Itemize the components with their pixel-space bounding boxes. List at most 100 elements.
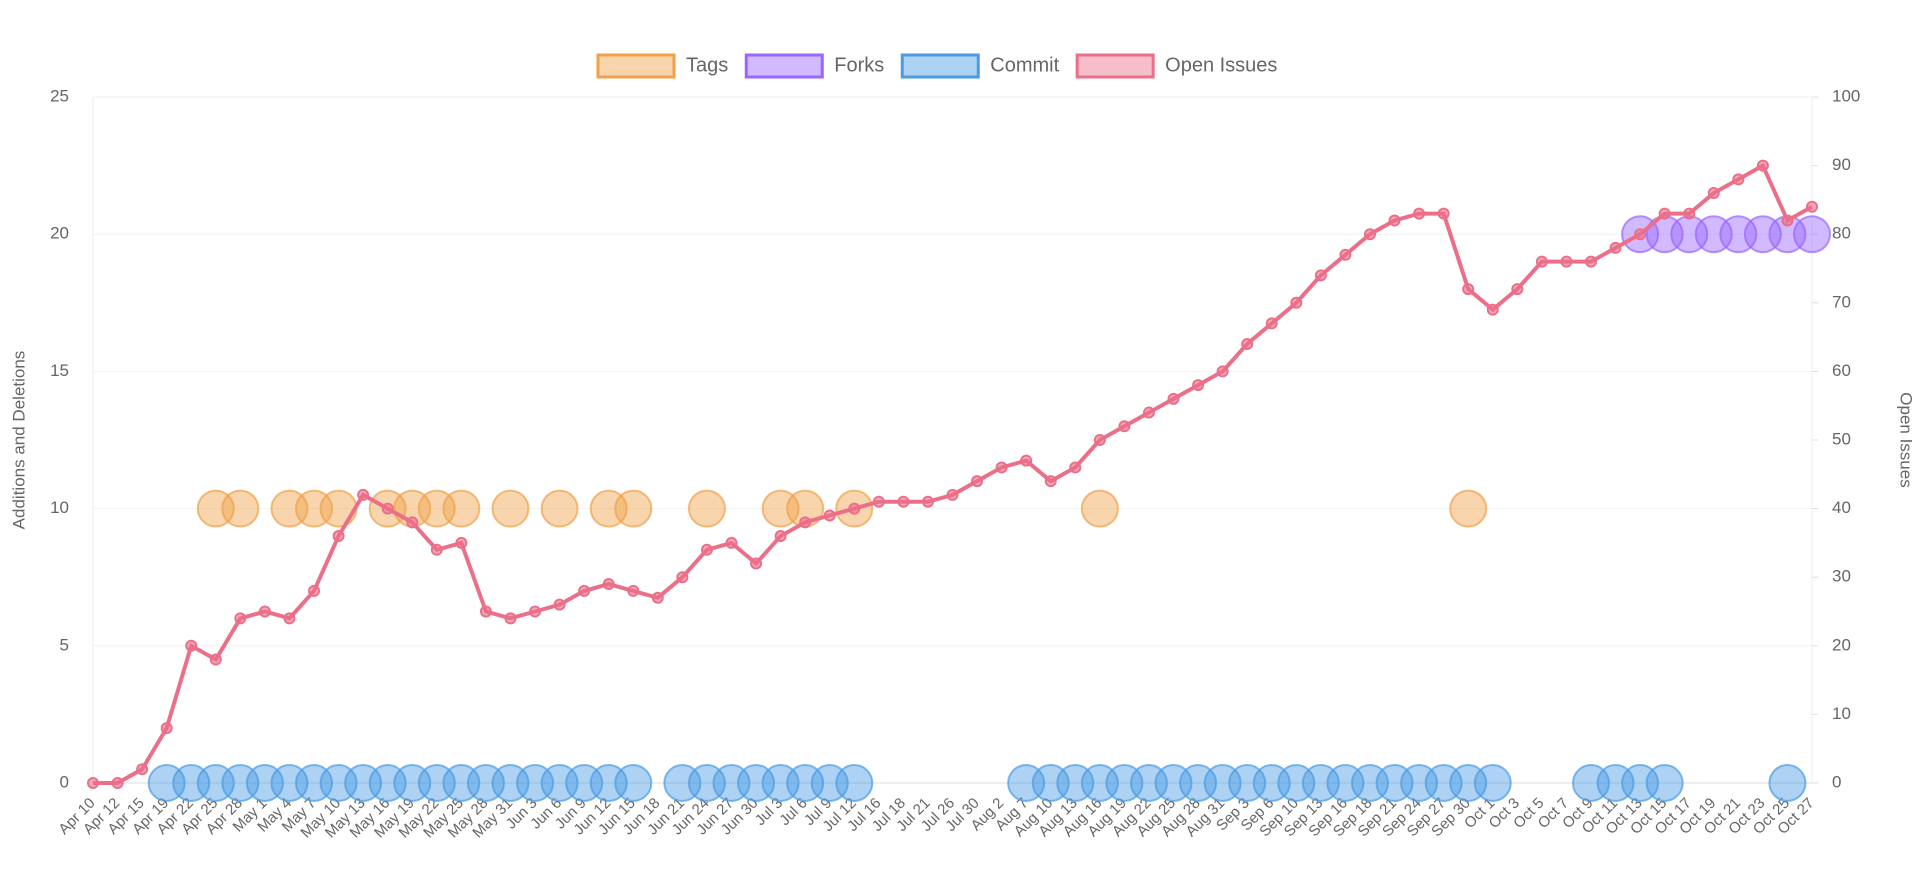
line-point (872, 495, 885, 508)
line-point (1069, 461, 1082, 474)
line-point (1216, 365, 1229, 378)
line-point (1093, 434, 1106, 446)
y-tick-label: 25 (50, 86, 69, 105)
line-point (946, 488, 959, 501)
point (491, 489, 530, 528)
point (319, 489, 358, 528)
y2-tick-label: 20 (1832, 635, 1851, 654)
point (1793, 215, 1831, 254)
point (614, 764, 653, 802)
line-point (87, 777, 99, 789)
point (1080, 489, 1119, 528)
point (614, 489, 653, 528)
point (1473, 764, 1512, 802)
line-point (504, 612, 517, 625)
line-point (897, 495, 910, 508)
line-point (995, 461, 1008, 474)
line-point (750, 557, 763, 570)
y2-tick-label: 90 (1832, 155, 1851, 174)
y2-tick-label: 0 (1832, 772, 1841, 791)
line-point (676, 571, 689, 584)
line-point (921, 495, 934, 508)
line-point (1462, 283, 1475, 296)
line-point (136, 763, 149, 776)
line-point (185, 639, 198, 652)
line-point (160, 722, 173, 735)
line-point (553, 598, 566, 611)
y2-tick-label: 80 (1832, 224, 1851, 243)
line-point (700, 543, 713, 556)
line-point (799, 516, 812, 529)
line-point (1118, 420, 1131, 433)
line-point (1511, 283, 1524, 296)
line-point (578, 584, 591, 597)
y-tick-label: 15 (50, 361, 69, 380)
y2-tick-label: 70 (1832, 292, 1851, 311)
line-point (1609, 241, 1622, 254)
line-point (1044, 475, 1057, 488)
point (835, 764, 874, 802)
line-point (308, 584, 321, 597)
line-point (357, 488, 370, 501)
y2-tick-label: 10 (1832, 704, 1851, 723)
line-point (529, 605, 542, 618)
line-point (381, 502, 394, 515)
line-point (1658, 207, 1671, 220)
line-point (823, 509, 836, 522)
line-point (1634, 228, 1647, 241)
legend-item[interactable]: Commit (900, 53, 1060, 79)
line-point (651, 591, 664, 604)
line-point (1388, 214, 1401, 227)
line-point (455, 536, 468, 549)
line-point (1756, 159, 1769, 172)
line-point (1732, 173, 1745, 186)
legend-swatch (1075, 53, 1155, 79)
point (540, 489, 579, 528)
line-point (1167, 392, 1180, 405)
line-point (1781, 214, 1794, 227)
line-point (1683, 207, 1696, 220)
y2-tick-label: 40 (1832, 498, 1851, 517)
legend-item[interactable]: Tags (596, 53, 728, 79)
y2-tick-label: 30 (1832, 567, 1851, 586)
line-point (848, 502, 861, 515)
line-point (430, 543, 443, 556)
y-axis-title: Additions and Deletions (9, 351, 28, 530)
line-point (332, 530, 345, 543)
line-point (1363, 228, 1376, 241)
legend-label: Forks (834, 54, 884, 76)
y-tick-label: 10 (50, 498, 69, 517)
line-point (1486, 303, 1499, 316)
y-tick-label: 0 (60, 772, 69, 791)
y2-tick-label: 60 (1832, 361, 1851, 380)
line-point (1290, 296, 1303, 309)
legend-swatch (900, 53, 980, 79)
legend-item[interactable]: Forks (744, 53, 884, 79)
line-point (1707, 187, 1720, 200)
line-point (1265, 317, 1278, 330)
legend-swatch (744, 53, 824, 79)
legend-label: Open Issues (1165, 54, 1277, 76)
line-point (1142, 406, 1155, 419)
line-point (258, 605, 271, 618)
legend-item[interactable]: Open Issues (1075, 53, 1277, 79)
line-point (283, 612, 296, 625)
point (442, 489, 481, 528)
legend-label: Commit (990, 54, 1059, 76)
line-point (774, 530, 787, 543)
line-point (1314, 269, 1327, 282)
y2-tick-label: 100 (1832, 86, 1860, 105)
y-tick-label: 5 (60, 635, 69, 654)
line-point (1584, 255, 1597, 268)
line-point (406, 516, 419, 529)
line-point (1413, 207, 1426, 220)
y2-tick-label: 50 (1832, 429, 1851, 448)
line-point (1437, 207, 1450, 220)
line-point (111, 777, 124, 789)
line-point (1535, 255, 1548, 268)
line-point (209, 653, 222, 666)
line-point (1192, 379, 1205, 392)
point (221, 489, 260, 528)
y-tick-label: 20 (50, 224, 69, 243)
